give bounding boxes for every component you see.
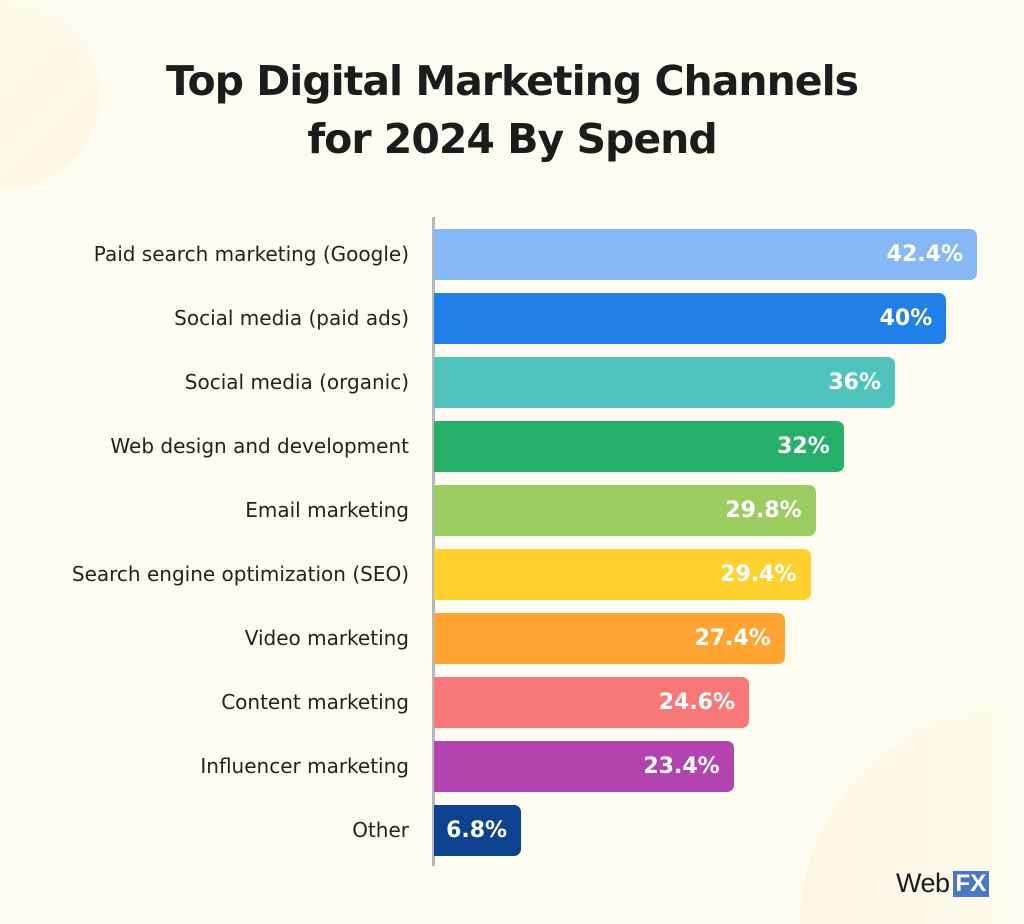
chart-title-line-2: for 2024 By Spend	[307, 115, 717, 163]
category-label: Social media (paid ads)	[174, 306, 409, 330]
bar: 24.6%	[434, 677, 750, 728]
y-axis-line	[432, 217, 435, 866]
data-label: 40%	[879, 306, 933, 331]
data-label: 27.4%	[694, 626, 771, 651]
category-label: Influencer marketing	[200, 754, 409, 778]
chart-title: Top Digital Marketing Channels for 2024 …	[0, 52, 1024, 168]
logo-web: Web	[896, 868, 950, 898]
bar: 40%	[434, 293, 947, 344]
category-label: Social media (organic)	[184, 370, 409, 394]
data-label: 6.8%	[446, 818, 508, 843]
data-label: 23.4%	[643, 754, 720, 779]
webfx-logo: Web FX	[896, 868, 990, 899]
data-label: 32%	[777, 434, 830, 459]
category-label: Content marketing	[221, 690, 409, 714]
bar: 32%	[434, 421, 844, 472]
category-label: Video marketing	[244, 626, 409, 650]
bar: 6.8%	[434, 805, 522, 856]
data-label: 29.8%	[725, 498, 802, 523]
data-label: 36%	[828, 370, 882, 395]
chart-title-line-1: Top Digital Marketing Channels	[165, 57, 859, 105]
data-label: 24.6%	[658, 690, 736, 715]
bar: 36%	[434, 357, 896, 408]
category-label: Email marketing	[245, 498, 409, 522]
bar: 29.8%	[434, 485, 816, 536]
logo-fx: FX	[952, 870, 990, 897]
category-label: Web design and development	[110, 434, 409, 458]
bar: 27.4%	[434, 613, 785, 664]
category-label: Paid search marketing (Google)	[93, 242, 409, 266]
data-label: 42.4%	[886, 242, 963, 267]
bar: 42.4%	[434, 229, 977, 280]
bar: 23.4%	[434, 741, 734, 792]
data-label: 29.4%	[720, 562, 797, 587]
bar: 29.4%	[434, 549, 811, 600]
category-label: Search engine optimization (SEO)	[71, 562, 409, 586]
category-label: Other	[352, 818, 409, 842]
